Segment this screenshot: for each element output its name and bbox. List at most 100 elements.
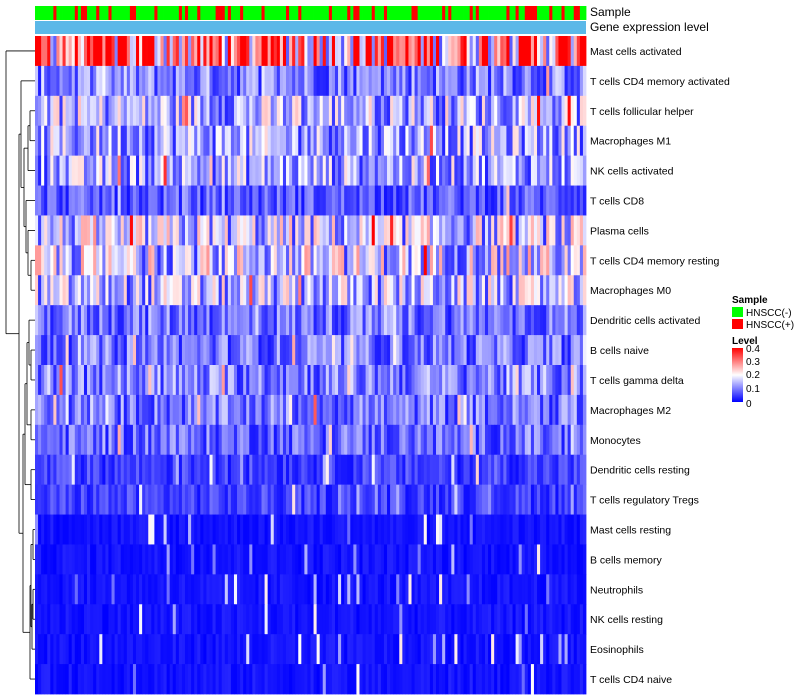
heatmap-cell [426, 155, 431, 186]
heatmap-cell [469, 95, 474, 127]
heatmap-cell [328, 454, 333, 486]
heatmap-cell [399, 125, 403, 157]
heatmap-cell [334, 574, 339, 605]
heatmap-cell [582, 394, 587, 426]
heatmap-cell [221, 185, 226, 216]
heatmap-cell [50, 305, 54, 336]
heatmap-cell [374, 424, 379, 456]
heatmap-cell [292, 65, 296, 97]
heatmap-cell [258, 424, 262, 456]
heatmap-cell [475, 634, 480, 665]
heatmap-cell [38, 275, 42, 306]
heatmap-cell [197, 65, 201, 97]
heatmap-cell [157, 335, 161, 366]
heatmap-cell [194, 424, 198, 456]
heatmap-cell [249, 65, 253, 97]
heatmap-cell [62, 544, 67, 575]
heatmap-cell [518, 185, 523, 216]
heatmap-cell [99, 155, 103, 186]
heatmap-cell [478, 454, 483, 486]
heatmap-cell [402, 604, 406, 635]
heatmap-cell [289, 305, 293, 336]
heatmap-cell [307, 484, 311, 515]
heatmap-cell [356, 335, 360, 366]
heatmap-cell [249, 335, 253, 366]
heatmap-cell [463, 305, 468, 336]
heatmap-cell [417, 394, 422, 426]
heatmap-cell [509, 604, 513, 635]
heatmap-cell [258, 215, 262, 246]
heatmap-cell [50, 664, 54, 695]
sample-annotation-cell [129, 6, 134, 20]
heatmap-cell [96, 36, 100, 67]
heatmap-cell [87, 215, 91, 246]
heatmap-cell [252, 36, 256, 67]
heatmap-cell [77, 275, 82, 306]
heatmap-cell [38, 484, 42, 515]
heatmap-cell [41, 215, 45, 246]
heatmap-cell [521, 574, 526, 605]
heatmap-cell [313, 664, 318, 695]
heatmap-cell [136, 604, 140, 635]
heatmap-cell [454, 574, 458, 605]
heatmap-cell [515, 664, 520, 695]
heatmap-cell [175, 424, 180, 456]
heatmap-cell [120, 155, 125, 186]
heatmap-cell [249, 305, 253, 336]
sample-annotation-cell [331, 6, 336, 20]
heatmap-cell [368, 394, 373, 426]
heatmap-cell [503, 185, 507, 216]
row-label: Mast cells resting [590, 525, 671, 537]
heatmap-cell [310, 664, 314, 695]
heatmap-cell [506, 95, 510, 127]
heatmap-cell [227, 305, 232, 336]
heatmap-cell [71, 65, 76, 97]
heatmap-cell [414, 664, 419, 695]
heatmap-cell [166, 574, 171, 605]
heatmap-cell [142, 424, 146, 456]
heatmap-cell [221, 275, 226, 306]
heatmap-cell [546, 454, 550, 486]
heatmap-cell [191, 454, 195, 486]
heatmap-cell [331, 335, 336, 366]
heatmap-cell [83, 305, 88, 336]
heatmap-cell [567, 365, 572, 396]
heatmap-cell [41, 365, 45, 396]
heatmap-cell [537, 215, 541, 246]
heatmap-cell [497, 155, 501, 186]
heatmap-cell [368, 514, 373, 545]
heatmap-cell [356, 305, 360, 336]
heatmap-cell [356, 365, 360, 396]
heatmap-cell [579, 65, 584, 97]
heatmap-cell [573, 65, 578, 97]
heatmap-cell [484, 36, 489, 67]
heatmap-cell [206, 95, 210, 127]
heatmap-cell [509, 454, 513, 486]
heatmap-cell [328, 604, 333, 635]
heatmap-cell [237, 335, 241, 366]
heatmap-cell [163, 125, 168, 157]
sample-annotation-cell [426, 6, 431, 20]
heatmap-cell [325, 544, 330, 575]
heatmap-cell [258, 574, 262, 605]
heatmap-cell [488, 664, 492, 695]
heatmap-cell [286, 484, 290, 515]
heatmap-cell [408, 125, 412, 157]
heatmap-cell [129, 65, 134, 97]
heatmap-cell [237, 155, 241, 186]
legend-label-hnscc-pos: HNSCC(+) [746, 320, 794, 331]
heatmap-cell [521, 125, 526, 157]
heatmap-cell [328, 155, 333, 186]
heatmap-cell [469, 604, 474, 635]
heatmap-cell [273, 215, 278, 246]
heatmap-cell [432, 275, 437, 306]
heatmap-cell [491, 544, 495, 575]
heatmap-cell [518, 634, 523, 665]
heatmap-cell [500, 305, 504, 336]
heatmap-cell [573, 574, 578, 605]
heatmap-cell [203, 574, 207, 605]
heatmap-cell [341, 484, 345, 515]
heatmap-cell [497, 514, 501, 545]
heatmap-cell [252, 394, 256, 426]
heatmap-cell [307, 125, 311, 157]
